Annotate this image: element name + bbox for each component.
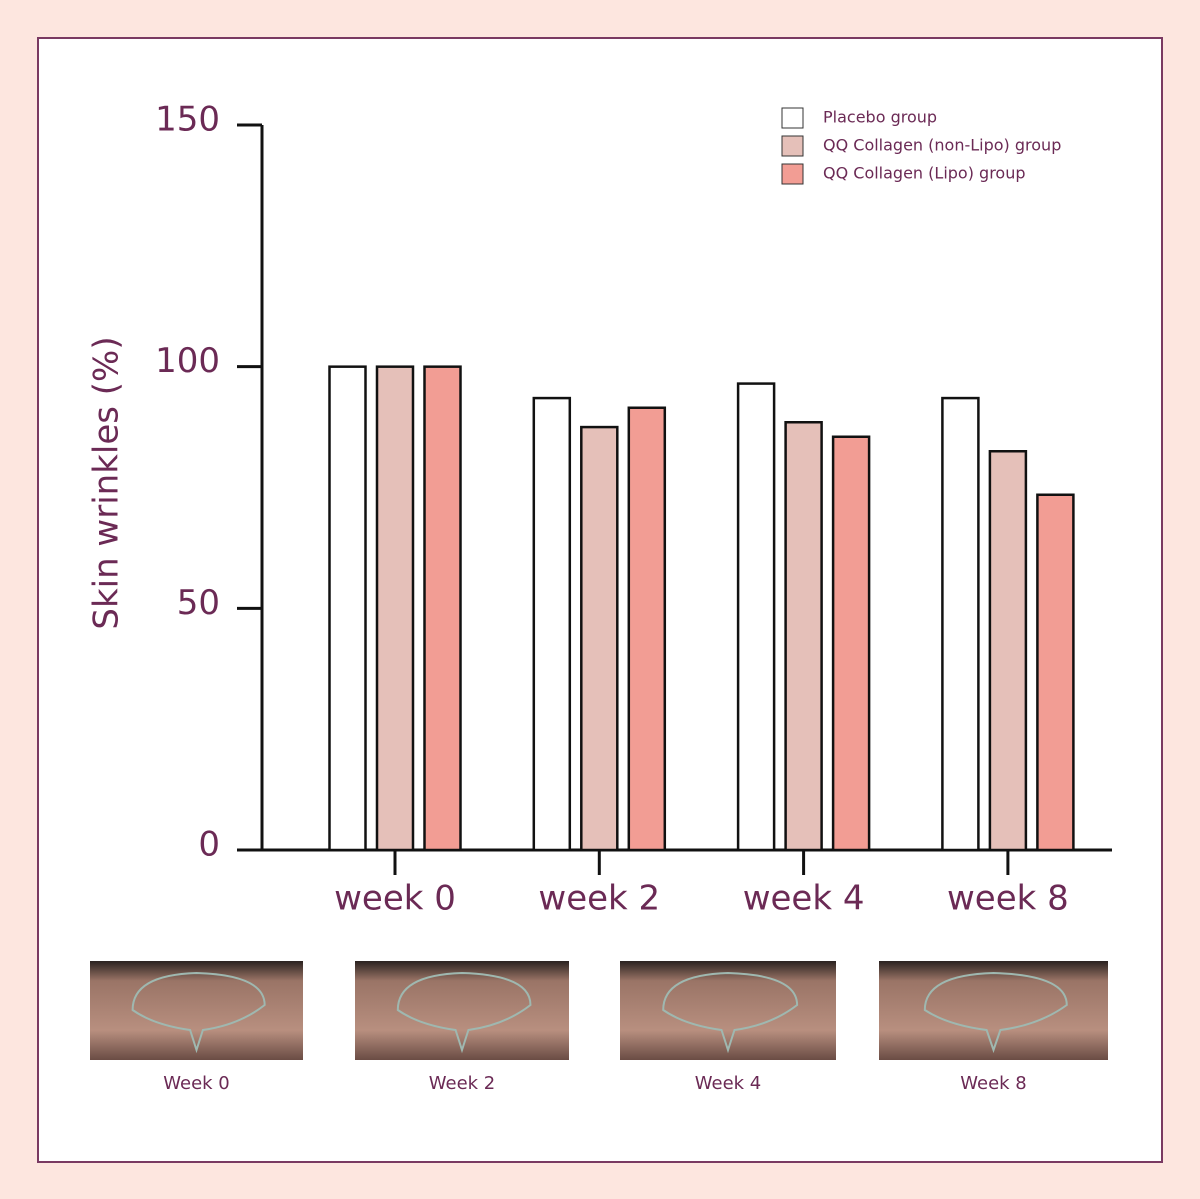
bar: [532, 396, 572, 852]
photo: [620, 961, 836, 1060]
photo: [879, 961, 1108, 1060]
legend-swatch: [781, 107, 804, 129]
bar: [328, 365, 367, 852]
bar: [627, 406, 667, 852]
bar: [988, 450, 1028, 852]
x-tick-label: week 8: [947, 879, 1069, 919]
y-tick-label: 0: [198, 825, 220, 865]
bar: [736, 382, 776, 852]
y-tick-label: 50: [177, 583, 220, 623]
legend-swatch: [781, 163, 804, 185]
photo-outline: [662, 971, 799, 1054]
bar: [580, 425, 619, 852]
bar: [375, 365, 415, 852]
photo-outline: [131, 971, 266, 1054]
legend-swatch: [781, 135, 804, 157]
y-tick-label: 150: [155, 100, 220, 140]
photo-caption: Week 0: [163, 1073, 230, 1094]
photo-outline: [923, 971, 1068, 1054]
x-tick-label: week 0: [334, 879, 456, 919]
x-tick-label: week 4: [743, 879, 865, 919]
bar: [784, 421, 823, 852]
photo-outline: [396, 971, 532, 1054]
y-axis-label: Skin wrinkles (%): [87, 336, 127, 629]
photo-caption: Week 4: [695, 1073, 762, 1094]
legend-label: QQ Collagen (Lipo) group: [823, 164, 1026, 183]
bar: [1036, 493, 1075, 852]
legend-label: Placebo group: [823, 108, 937, 127]
photo: [355, 961, 569, 1060]
legend-label: QQ Collagen (non-Lipo) group: [823, 136, 1061, 155]
bar: [831, 435, 871, 852]
photo-caption: Week 8: [960, 1073, 1027, 1094]
photo-caption: Week 2: [429, 1073, 496, 1094]
y-tick-label: 100: [155, 341, 220, 381]
bar: [423, 365, 462, 852]
photo: [90, 961, 303, 1060]
bar: [941, 396, 980, 852]
x-tick-label: week 2: [538, 879, 660, 919]
